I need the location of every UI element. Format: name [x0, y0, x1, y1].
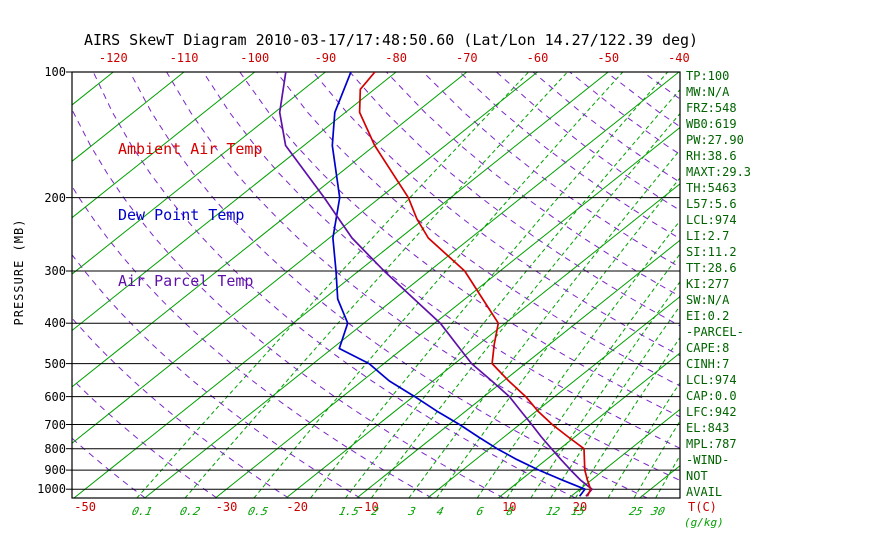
stats-line: TH:5463 — [686, 181, 737, 195]
isotherm-line — [72, 72, 538, 444]
dry-adiabat-line — [202, 72, 680, 449]
stats-line: LCL:974 — [686, 373, 737, 387]
isotherm-line — [72, 72, 397, 332]
isotherm-line — [72, 72, 326, 275]
stats-line: CINH:7 — [686, 357, 730, 371]
dry-adiabat-line — [312, 72, 680, 357]
stats-line: EL:843 — [686, 421, 730, 435]
stats-line: SW:N/A — [686, 293, 730, 307]
stats-line: MAXT:29.3 — [686, 165, 752, 179]
isotherm-line — [427, 296, 680, 498]
legend-ambient-label: Ambient Air Temp — [118, 140, 263, 158]
chart-title: AIRS SkewT Diagram 2010-03-17/17:48:50.6… — [84, 31, 699, 49]
isotherm-line — [568, 408, 680, 498]
plot-border — [71, 71, 681, 499]
mixing-unit-label: (g/kg) — [684, 516, 724, 529]
stats-line: FRZ:548 — [686, 101, 737, 115]
stats-line: NOT — [686, 469, 708, 483]
stats-line: TP:100 — [686, 69, 730, 83]
dry-adiabat-line — [92, 72, 576, 498]
legend: Ambient Air Temp Dew Point Temp Air Parc… — [118, 94, 263, 336]
dew-point-curve — [331, 72, 586, 497]
pressure-axis-label: PRESSURE (MB) — [12, 218, 26, 326]
isotherm-line — [144, 72, 680, 498]
isotherm-line — [497, 352, 680, 498]
isotherm-line — [215, 126, 680, 498]
stats-line: KI:277 — [686, 277, 730, 291]
mixing-ratio-line — [476, 219, 680, 498]
mixing-ratio-line — [506, 253, 680, 498]
stats-line: AVAIL — [686, 485, 723, 499]
mixing-ratio-line — [184, 72, 568, 498]
temp-unit-label: T(C) — [688, 500, 717, 514]
isotherm-line — [639, 465, 680, 498]
mixing-ratio-line — [530, 280, 680, 498]
stats-line: PW:27.90 — [686, 133, 744, 147]
isotherm-line — [73, 72, 609, 498]
legend-dew-label: Dew Point Temp — [118, 206, 245, 224]
isotherm-line — [72, 72, 468, 388]
legend-parcel-label: Air Parcel Temp — [118, 272, 254, 290]
stats-line: RH:38.6 — [686, 149, 737, 163]
dry-adiabat-line — [72, 107, 504, 498]
stats-line: TT:28.6 — [686, 261, 737, 275]
dry-adiabat-line — [422, 72, 680, 268]
dry-adiabat-line — [129, 72, 648, 498]
dry-adiabat-line — [386, 72, 680, 297]
mixing-ratio-line — [607, 381, 680, 498]
dry-adiabat-line — [753, 72, 870, 498]
mixing-ratio-line — [436, 177, 680, 498]
stats-line: CAP:0.0 — [686, 389, 737, 403]
stats-line: CAPE:8 — [686, 341, 730, 355]
mixing-ratio-line — [345, 88, 680, 498]
stats-line: L57:5.6 — [686, 197, 737, 211]
isotherm-line — [72, 72, 256, 219]
dry-adiabat-line — [166, 72, 680, 481]
isotherm-line — [356, 239, 680, 498]
dry-adiabat-line — [72, 437, 146, 498]
stats-line: WB0:619 — [686, 117, 737, 131]
dry-adiabat-line — [349, 72, 680, 327]
stats-line: MW:N/A — [686, 85, 730, 99]
dry-adiabat-line — [642, 72, 680, 100]
stats-line: LCL:974 — [686, 213, 737, 227]
isotherm-line — [285, 183, 680, 498]
mixing-ratio-line — [310, 72, 669, 498]
dry-adiabat-line — [72, 185, 433, 498]
stats-line: MPL:787 — [686, 437, 737, 451]
stats-panel: TP:100 MW:N/A FRZ:548 WB0:619 PW:27.90 RH:38.… — [686, 68, 751, 500]
stats-line: SI:11.2 — [686, 245, 737, 259]
mixing-ratio-line — [253, 72, 624, 498]
background-lines — [72, 72, 870, 498]
stats-line: EI:0.2 — [686, 309, 730, 323]
ambient-temp-curve — [358, 72, 592, 497]
dry-adiabat-line — [239, 72, 680, 418]
parcel-temp-curve — [278, 72, 593, 497]
dry-adiabat-line — [72, 253, 361, 498]
mixing-ratio-line — [370, 112, 680, 498]
stats-line: -PARCEL- — [686, 325, 744, 339]
stats-line: -WIND- — [686, 453, 730, 467]
mixing-ratio-line — [408, 149, 680, 498]
stats-line: LFC:942 — [686, 405, 737, 419]
mixing-ratio-line — [574, 336, 680, 498]
isotherm-line — [72, 72, 185, 162]
stats-line: LI:2.7 — [686, 229, 730, 243]
